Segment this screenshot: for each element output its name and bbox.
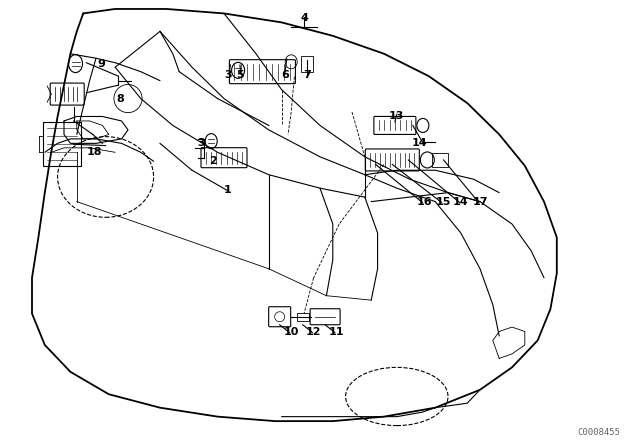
Text: 14: 14 (453, 198, 468, 207)
Text: 8: 8 (116, 94, 124, 103)
Bar (43, 122, 81, 166)
Text: 17: 17 (472, 198, 488, 207)
Text: 18: 18 (87, 147, 102, 157)
Text: 13: 13 (389, 112, 404, 121)
Text: 9: 9 (97, 59, 105, 69)
Text: 3: 3 (198, 138, 205, 148)
Text: 15: 15 (436, 198, 451, 207)
Text: 14: 14 (412, 138, 427, 148)
Bar (297, 313, 308, 321)
Text: 5: 5 (236, 70, 244, 80)
Text: 10: 10 (284, 327, 299, 337)
Text: 12: 12 (306, 327, 321, 337)
Text: C0008455: C0008455 (578, 428, 621, 437)
Text: 6: 6 (281, 70, 289, 80)
Text: 4: 4 (300, 13, 308, 23)
Text: 7: 7 (303, 70, 311, 80)
Text: 11: 11 (328, 327, 344, 337)
Bar (432, 153, 448, 167)
Text: 16: 16 (417, 198, 432, 207)
Text: 1: 1 (223, 185, 231, 195)
Text: 2: 2 (209, 156, 217, 166)
Text: 3: 3 (225, 70, 232, 80)
Bar (301, 56, 313, 72)
